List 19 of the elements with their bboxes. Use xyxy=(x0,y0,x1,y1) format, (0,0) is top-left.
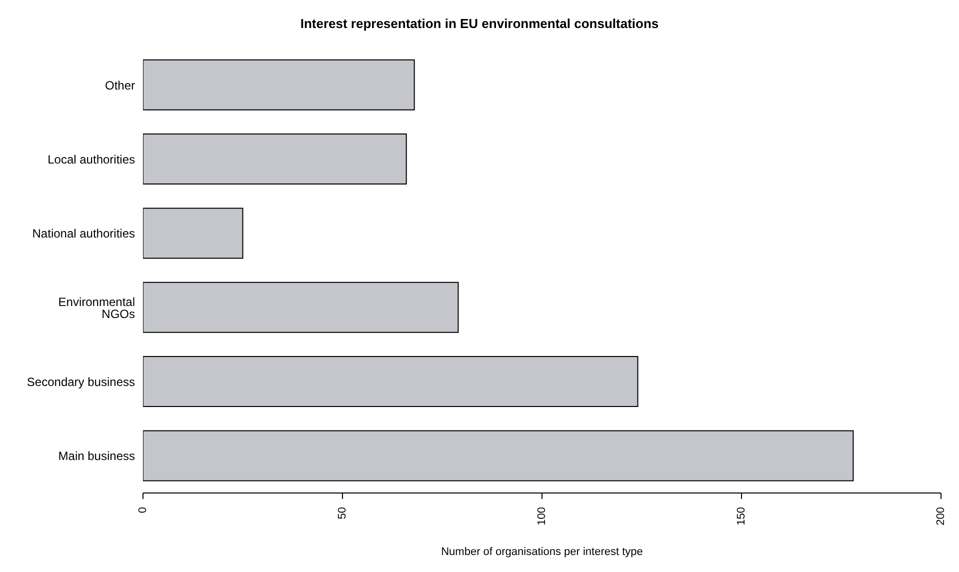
x-tick-label: 100 xyxy=(536,507,548,526)
y-tick-label: Other xyxy=(104,78,135,92)
bar xyxy=(143,282,459,333)
bar xyxy=(143,208,244,259)
bar xyxy=(143,59,415,110)
bar xyxy=(143,430,854,482)
x-tick-label: 50 xyxy=(336,507,348,520)
bar xyxy=(143,356,638,408)
chart-title: Interest representation in EU environmental consultations xyxy=(299,16,660,31)
y-tick-label: Environmental NGOs xyxy=(58,294,135,321)
bar xyxy=(143,134,407,185)
x-tick-label: 150 xyxy=(736,507,748,526)
y-tick-label: National authorities xyxy=(32,226,135,241)
x-tick-label: 0 xyxy=(137,507,149,514)
y-tick-label: Local authorities xyxy=(48,152,135,167)
x-axis-title: Number of organisations per interest type xyxy=(440,546,644,558)
y-tick-label: Main business xyxy=(58,449,135,464)
y-tick-label: Secondary business xyxy=(26,375,135,390)
x-tick-label: 200 xyxy=(935,507,947,526)
